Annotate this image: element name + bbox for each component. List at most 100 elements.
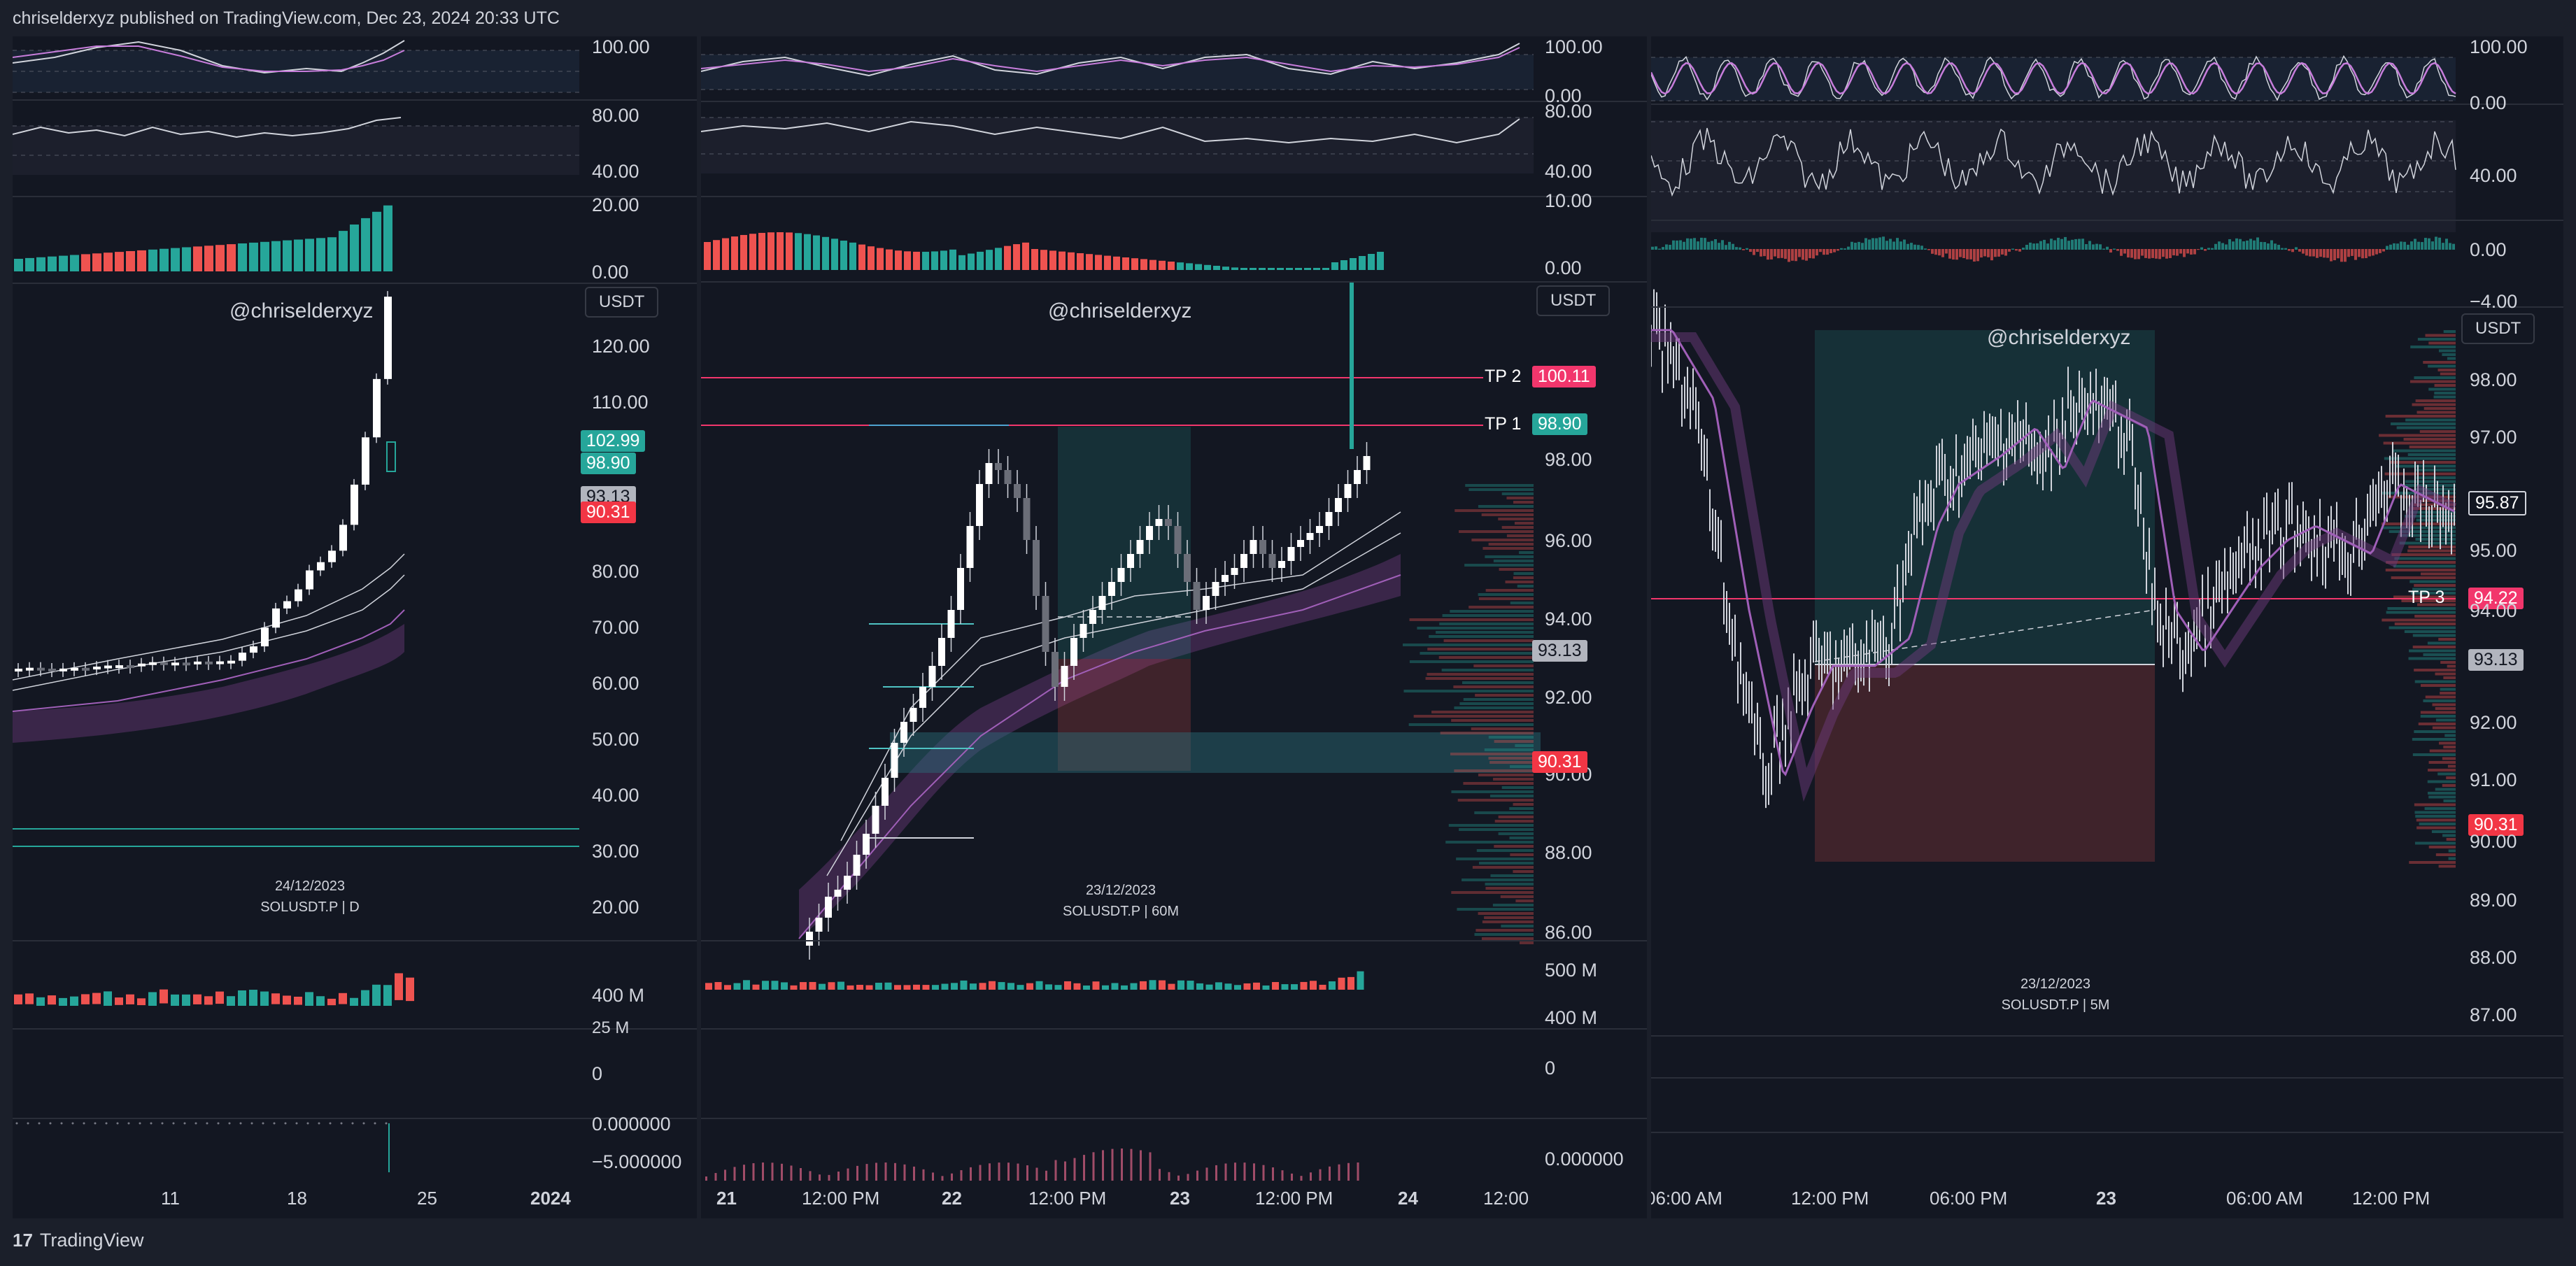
volume-bar [1347, 976, 1354, 990]
candle-body [1325, 512, 1333, 526]
volume-profile-bar [1425, 677, 1534, 680]
volume-profile-bar [1431, 711, 1534, 713]
macd-bar [2372, 249, 2375, 256]
macd-bar [868, 246, 875, 270]
macd-bar [1231, 267, 1238, 270]
macd-bar [1676, 240, 1678, 250]
macd-bar [1798, 249, 1801, 257]
osc-axis-label: 0.000000 [592, 1114, 671, 1135]
footer-brand[interactable]: 17 TradingView [13, 1230, 144, 1251]
macd-bar [1966, 249, 1969, 259]
macd-bar [1962, 249, 1965, 259]
chart-panel-5m[interactable]: 100.00 0.00 40.00 0.00 −4.00 USDT @chris… [1651, 36, 2563, 1218]
macd-bar [305, 239, 314, 271]
volume-bar [1092, 981, 1100, 990]
macd-bar [2277, 245, 2280, 250]
volume-bar [847, 985, 854, 990]
time-axis-label: 12:00 PM [2352, 1188, 2430, 1209]
volume-profile-bar [1493, 560, 1534, 562]
time-axis-label: 18 [287, 1188, 307, 1209]
watermark: @chriselderxyz [229, 299, 374, 322]
volume-bar [327, 998, 336, 1006]
macd-bar [1013, 244, 1020, 270]
volume-axis-label: 25 M [592, 1018, 630, 1037]
volume-bar [1215, 982, 1222, 990]
currency-button[interactable]: USDT [1536, 285, 1611, 316]
macd-bar [886, 249, 893, 270]
chart-panel-60m[interactable]: 100.00 0.00 80.00 40.00 10.00 0.00 USDT … [701, 36, 1647, 1218]
volume-profile-bar [1457, 908, 1534, 911]
macd-bar [2214, 243, 2217, 250]
volume-axis-label: 400 M [592, 985, 645, 1006]
volume-profile-bar [2385, 415, 2456, 418]
macd-bar [1669, 244, 1671, 250]
volume-bar [115, 997, 123, 1005]
price-tag-tp1: 98.90 [581, 453, 636, 474]
volume-profile-bar [1474, 933, 1534, 936]
volume-profile-bar [1478, 912, 1534, 915]
macd-bar [1753, 249, 1755, 255]
volume-bar [1319, 984, 1326, 990]
currency-button[interactable]: USDT [2461, 313, 2535, 344]
osc-dot [27, 1122, 29, 1125]
macd-bar [2228, 239, 2231, 250]
volume-profile-bar [2415, 815, 2456, 818]
volume-bar [1205, 984, 1213, 990]
macd-bar [1704, 238, 1706, 250]
volume-profile-bar [1427, 673, 1534, 676]
candle-body [1287, 547, 1295, 561]
macd-bar [2193, 249, 2196, 255]
volume-profile-bar [1481, 937, 1534, 940]
osc-bar [941, 1176, 944, 1181]
volume-profile-bar [1482, 920, 1534, 923]
tp1-label: TP 1 [1485, 414, 1522, 434]
time-axis-label: 12:00 [1483, 1188, 1529, 1209]
candle-body [250, 646, 257, 653]
currency-button[interactable]: USDT [585, 287, 659, 318]
hourly-chart-canvas[interactable] [701, 36, 1647, 1218]
macd-bar [904, 251, 911, 270]
macd-bar [2176, 249, 2179, 256]
price-tag-tp2: 100.11 [1532, 366, 1596, 387]
macd-bar [2232, 241, 2235, 250]
macd-bar [372, 211, 381, 271]
macd-bar [1655, 246, 1657, 250]
osc-dot [139, 1122, 141, 1125]
macd-bar [1140, 259, 1147, 270]
chart-panel-daily[interactable]: 100.00 80.00 40.00 20.00 0.00 USDT @chri… [13, 36, 697, 1218]
macd-bar [1816, 249, 1818, 256]
macd-bar [2099, 244, 2102, 250]
macd-bar [2092, 244, 2095, 250]
macd-bar [2284, 248, 2287, 250]
macd-bar [1277, 268, 1284, 270]
macd-bar [1718, 243, 1720, 250]
osc-bar [1215, 1165, 1217, 1181]
macd-bar [1728, 241, 1731, 250]
daily-chart-canvas[interactable] [13, 36, 697, 1218]
volume-bar [137, 998, 146, 1006]
candle-body [1127, 554, 1134, 568]
volume-profile-bar [2410, 511, 2456, 514]
volume-bar [104, 991, 112, 1006]
time-axis-label: 06:00 AM [2226, 1188, 2303, 1209]
volume-profile-bar [2420, 715, 2456, 718]
macd-bar [2078, 239, 2081, 250]
volume-profile-bar [1451, 891, 1534, 894]
volume-profile-bar [2414, 680, 2456, 683]
volume-profile-bar [1463, 698, 1534, 701]
macd-bar [1304, 268, 1311, 270]
volume-bar [865, 985, 873, 990]
volume-bar [1073, 983, 1081, 990]
volume-profile-bar [2414, 669, 2456, 671]
price-axis-label: 98.00 [2470, 369, 2517, 390]
macd-bar [1885, 241, 1888, 250]
candle-body [272, 608, 280, 628]
osc-dot [15, 1122, 18, 1125]
five-minute-chart-canvas[interactable] [1651, 36, 2563, 1218]
macd-bar [1983, 249, 1986, 257]
macd-bar [2155, 249, 2158, 259]
macd-bar [2239, 239, 2242, 250]
volume-bar [819, 983, 826, 990]
candle-body [386, 441, 396, 472]
volume-bar [1045, 984, 1052, 990]
